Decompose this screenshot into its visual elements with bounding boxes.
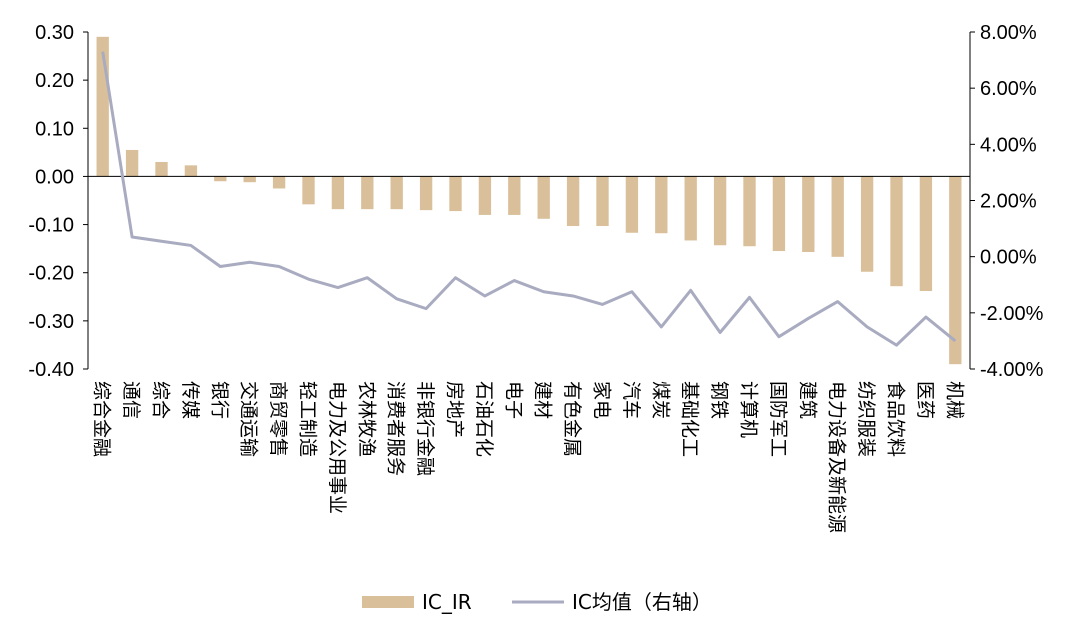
bar-12 — [449, 176, 462, 212]
bar-14 — [508, 176, 521, 215]
bar-13 — [478, 176, 492, 215]
category-label-24: 建筑 — [796, 381, 818, 419]
bar-15 — [537, 176, 550, 219]
category-label-9: 农林牧渔 — [355, 381, 377, 457]
category-label-4: 银行 — [208, 381, 230, 419]
bar-23 — [772, 176, 786, 252]
category-label-18: 汽车 — [620, 381, 642, 419]
category-label-14: 电子 — [502, 381, 524, 419]
bar-21 — [713, 176, 727, 246]
legend-label-ic-ir: IC_IR — [422, 590, 472, 614]
bar-28 — [919, 176, 933, 292]
bar-4 — [214, 176, 227, 182]
category-label-29: 机械 — [943, 381, 965, 419]
bar-9 — [361, 176, 374, 210]
left-tick-label-5: -0.20 — [28, 263, 74, 285]
bar-5 — [243, 176, 256, 183]
category-label-15: 建材 — [532, 381, 554, 419]
left-tick-label-2: 0.10 — [35, 118, 74, 140]
bar-19 — [655, 176, 668, 234]
ic-mean-line — [101, 51, 957, 347]
left-tick-label-7: -0.40 — [28, 359, 74, 381]
bar-16 — [566, 176, 580, 227]
right-tick-label-4: 0.00% — [980, 247, 1037, 269]
bar-2 — [155, 161, 168, 177]
bar-1 — [125, 149, 139, 177]
category-label-8: 电力及公用事业 — [326, 381, 348, 514]
left-tick-label-6: -0.30 — [28, 311, 74, 333]
category-label-3: 传媒 — [179, 381, 201, 419]
left-tick-label-3: 0.00 — [35, 166, 74, 188]
category-label-25: 电力设备及新能源 — [826, 381, 848, 533]
bar-3 — [184, 165, 198, 177]
category-label-20: 基础化工 — [679, 381, 701, 457]
left-tick-label-1: 0.20 — [35, 70, 74, 92]
bar-17 — [596, 176, 609, 227]
category-label-13: 石油石化 — [473, 381, 495, 457]
bar-26 — [860, 176, 874, 272]
right-tick-label-0: 8.00% — [980, 22, 1037, 44]
bar-11 — [419, 176, 433, 211]
category-label-28: 医药 — [914, 381, 936, 419]
bar-8 — [331, 176, 345, 210]
bar-10 — [390, 176, 403, 210]
category-label-16: 有色金属 — [561, 381, 583, 457]
category-label-27: 食品饮料 — [885, 381, 907, 457]
bar-29 — [949, 176, 962, 365]
bar-27 — [890, 176, 903, 287]
right-tick-label-6: -4.00% — [980, 359, 1044, 381]
bar-7 — [302, 176, 315, 205]
legend: IC_IR IC均值（右轴） — [362, 590, 712, 614]
right-tick-label-1: 6.00% — [980, 78, 1037, 100]
category-label-0: 综合金融 — [91, 381, 113, 457]
legend-label-ic-mean: IC均值（右轴） — [572, 590, 712, 614]
category-label-21: 钢铁 — [708, 381, 730, 419]
right-axis-ticks: 8.00% 6.00% 4.00% 2.00% 0.00% -2.00% -4.00% — [970, 22, 1044, 381]
legend-bar-swatch — [362, 596, 414, 608]
category-label-11: 非银行金融 — [414, 381, 436, 476]
bar-20 — [684, 176, 697, 241]
bar-24 — [802, 176, 815, 253]
category-label-2: 综合 — [150, 381, 172, 419]
right-tick-label-5: -2.00% — [980, 303, 1044, 325]
category-label-6: 商贸零售 — [267, 381, 289, 457]
category-label-12: 房地产 — [444, 381, 466, 438]
category-label-22: 计算机 — [738, 381, 760, 438]
category-label-10: 消费者服务 — [385, 381, 407, 476]
category-label-23: 国防军工 — [767, 381, 789, 457]
category-label-19: 煤炭 — [649, 381, 671, 419]
right-tick-label-2: 4.00% — [980, 134, 1037, 156]
category-label-7: 轻工制造 — [297, 381, 319, 457]
left-tick-label-4: -0.10 — [28, 215, 74, 237]
ic-ir-bars — [96, 36, 962, 365]
category-label-17: 家电 — [591, 381, 613, 419]
right-tick-label-3: 2.00% — [980, 191, 1037, 213]
bar-6 — [272, 176, 286, 189]
bar-25 — [831, 176, 844, 257]
category-label-5: 交通运输 — [238, 381, 260, 457]
category-label-1: 通信 — [120, 381, 142, 419]
bar-18 — [625, 176, 639, 233]
bar-22 — [743, 176, 756, 247]
left-axis-ticks: 0.30 0.20 0.10 0.00 -0.10 -0.20 -0.30 -0.40 — [28, 22, 88, 381]
category-label-26: 纺织服装 — [855, 381, 877, 457]
category-labels: 综合金融 通信 综合 传媒 银行 交通运输 商贸零售 轻工制造 电力及公用事业 农林牧渔 消费者服务… — [91, 381, 966, 533]
left-tick-label-0: 0.30 — [35, 22, 74, 44]
